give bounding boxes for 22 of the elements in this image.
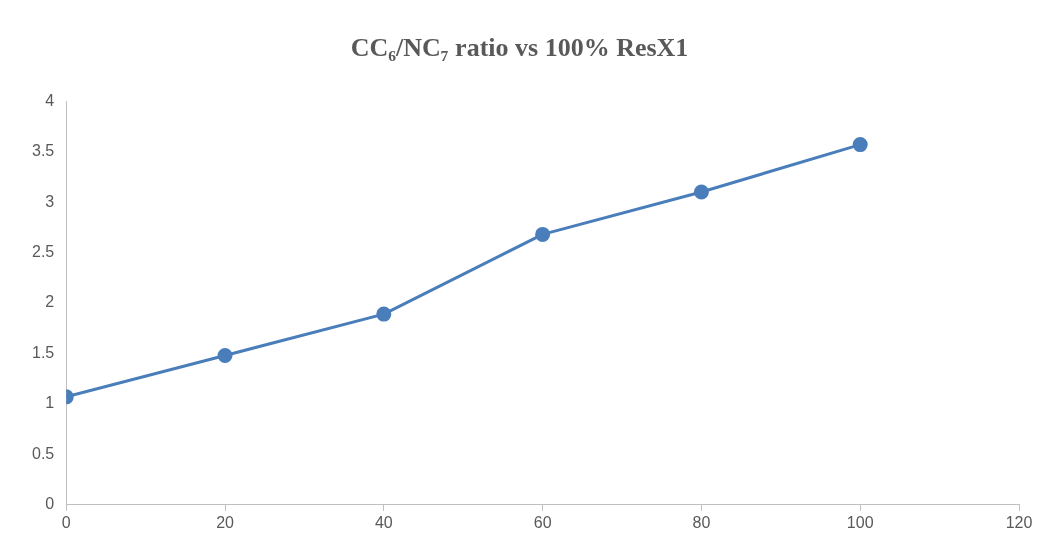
y-tick-label: 4 — [45, 91, 55, 109]
point — [693, 184, 709, 200]
y-tick-label: 1.5 — [31, 343, 55, 361]
point — [852, 137, 868, 153]
y-tick-label: 3 — [45, 192, 55, 210]
x-tick-label: 20 — [216, 513, 235, 531]
x-tick-label: 120 — [1005, 513, 1033, 531]
point — [376, 306, 392, 322]
x-tick-label: 40 — [374, 513, 393, 531]
x-tick-label: 80 — [692, 513, 711, 531]
chart-title: CC₆/NC₇ ratio vs 100% ResX1 — [350, 33, 689, 63]
y-tick-label: 2.5 — [31, 242, 55, 260]
y-tick-label: 3.5 — [31, 142, 55, 160]
x-tick-label: 100 — [846, 513, 874, 531]
y-tick-label: 0.5 — [31, 444, 55, 462]
y-tick-label: 2 — [45, 293, 55, 311]
y-tick-label: 1 — [45, 394, 55, 412]
point — [217, 347, 233, 363]
x-tick-label: 0 — [61, 513, 71, 531]
y-tick-label: 0 — [45, 495, 55, 513]
x-tick-label: 60 — [533, 513, 552, 531]
point — [535, 226, 551, 242]
